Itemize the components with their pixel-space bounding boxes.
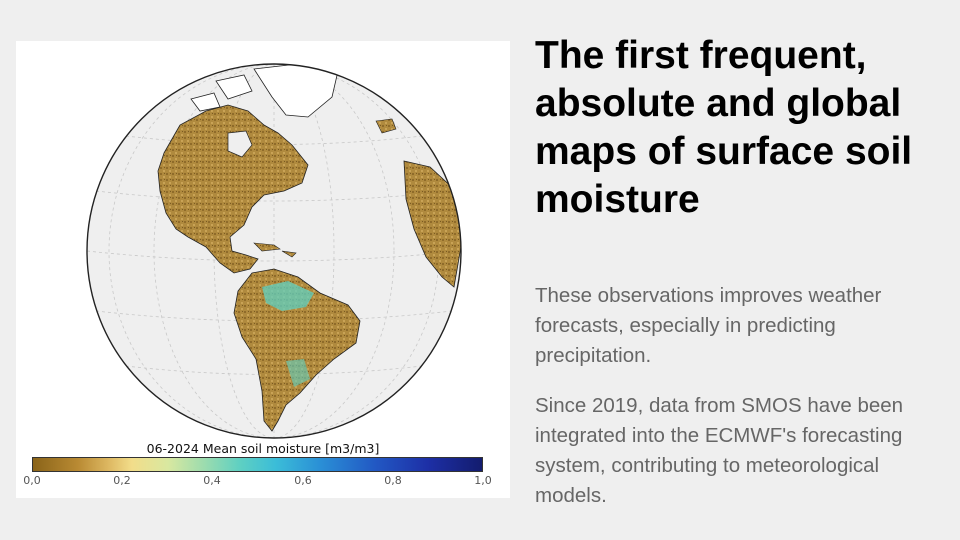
south-america-shape — [233, 268, 361, 432]
colorbar-tick: 0,0 — [23, 474, 41, 487]
body-paragraph-ecmwf: Since 2019, data from SMOS have been int… — [535, 394, 904, 507]
globe-map — [86, 63, 462, 439]
colorbar-tick: 0,4 — [203, 474, 221, 487]
colorbar-tick: 0,2 — [113, 474, 131, 487]
amazon-moist-region — [262, 281, 314, 311]
colorbar-tick: 0,8 — [384, 474, 402, 487]
colorbar-title: 06-2024 Mean soil moisture [m3/m3] — [146, 441, 380, 456]
la-plata-moist-region — [286, 359, 310, 387]
headline: The first frequent, absolute and global … — [535, 34, 913, 221]
africa-europe-edge-shape — [403, 160, 461, 288]
colorbar — [32, 457, 483, 472]
north-america-shape — [157, 104, 309, 274]
colorbar-tick: 1,0 — [474, 474, 492, 487]
body-paragraph-forecasts: These observations improves weather fore… — [535, 284, 882, 367]
colorbar-ticks: 0,0 0,2 0,4 0,6 0,8 1,0 — [16, 474, 510, 494]
colorbar-tick: 0,6 — [294, 474, 312, 487]
iceland-shape — [375, 118, 397, 134]
hudson-bay-shape — [227, 130, 253, 158]
soil-moisture-figure: 06-2024 Mean soil moisture [m3/m3] 0,0 0… — [16, 41, 510, 498]
globe-outline — [86, 63, 462, 439]
caribbean-islands-shape — [253, 242, 297, 258]
